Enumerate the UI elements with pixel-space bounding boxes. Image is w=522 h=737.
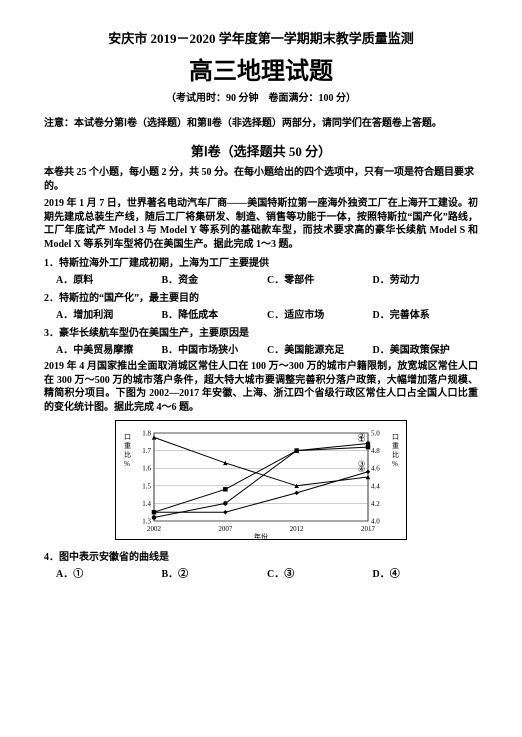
q2-opt-c: C．适应市场 bbox=[267, 306, 373, 321]
svg-text:4.4: 4.4 bbox=[371, 482, 380, 490]
section-1-instructions: 本卷共 25 个小题，每小题 2 分，共 50 分。在每小题给出的四个选项中，只… bbox=[44, 166, 478, 193]
q1-options: A．原料 B．资金 C．零部件 D．劳动力 bbox=[44, 271, 478, 286]
exam-page: 安庆市 2019－2020 学年度第一学期期末教学质量监测 高三地理试题 （考试… bbox=[0, 0, 522, 737]
chart-svg: 1.81.71.61.51.41.35.04.84.64.44.24.02002… bbox=[116, 421, 406, 539]
q4-opt-a: A．① bbox=[56, 565, 162, 580]
svg-text:②: ② bbox=[358, 432, 365, 441]
svg-text:年份: 年份 bbox=[254, 532, 268, 539]
svg-text:1.8: 1.8 bbox=[142, 430, 151, 438]
svg-text:%: % bbox=[392, 460, 398, 468]
svg-text:4.6: 4.6 bbox=[371, 465, 380, 473]
svg-text:1.7: 1.7 bbox=[142, 447, 151, 455]
q4-opt-c: C．③ bbox=[267, 565, 373, 580]
q3-options: A．中美贸易摩擦 B．中国市场狭小 C．美国能源充足 D．美国政策保护 bbox=[44, 341, 478, 356]
svg-text:%: % bbox=[124, 460, 130, 468]
q2-options: A．增加利润 B．降低成本 C．适应市场 D．完善体系 bbox=[44, 306, 478, 321]
svg-text:口: 口 bbox=[124, 433, 131, 441]
exam-title: 高三地理试题 bbox=[44, 51, 478, 86]
q2-stem: 2．特斯拉的“国产化”，最主要目的 bbox=[44, 289, 478, 304]
svg-text:口: 口 bbox=[392, 433, 399, 441]
svg-text:2007: 2007 bbox=[218, 525, 233, 533]
chart-container: 1.81.71.61.51.41.35.04.84.64.44.24.02002… bbox=[44, 420, 478, 545]
svg-text:5.0: 5.0 bbox=[371, 430, 380, 438]
svg-text:比: 比 bbox=[392, 450, 399, 459]
section-1-heading: 第Ⅰ卷（选择题共 50 分） bbox=[44, 141, 478, 160]
q4-options: A．① B．② C．③ D．④ bbox=[44, 565, 478, 580]
q3-opt-c: C．美国能源充足 bbox=[267, 341, 373, 356]
q1-opt-c: C．零部件 bbox=[267, 271, 373, 286]
svg-text:重: 重 bbox=[392, 442, 399, 450]
q3-opt-b: B．中国市场狭小 bbox=[162, 341, 268, 356]
q1-stem: 1．特斯拉海外工厂建成初期，上海为工厂主要提供 bbox=[44, 254, 478, 269]
q1-opt-a: A．原料 bbox=[56, 271, 162, 286]
svg-text:1.6: 1.6 bbox=[142, 465, 151, 473]
svg-text:2012: 2012 bbox=[290, 525, 305, 533]
notice-line: 注意：本试卷分第Ⅰ卷（选择题）和第Ⅱ卷（非选择题）两部分，请同学们在答题卷上答题… bbox=[44, 114, 478, 129]
q3-opt-d: D．美国政策保护 bbox=[373, 341, 479, 356]
q2-opt-d: D．完善体系 bbox=[373, 306, 479, 321]
svg-text:4.2: 4.2 bbox=[371, 500, 380, 508]
passage-1: 2019 年 1 月 7 日，世界著名电动汽车厂商——美国特斯拉第一座海外独资工… bbox=[44, 197, 478, 251]
svg-text:比: 比 bbox=[124, 450, 131, 459]
q4-opt-d: D．④ bbox=[373, 565, 479, 580]
q4-stem: 4．图中表示安徽省的曲线是 bbox=[44, 548, 478, 563]
population-chart: 1.81.71.61.51.41.35.04.84.64.44.24.02002… bbox=[115, 420, 407, 540]
q3-opt-a: A．中美贸易摩擦 bbox=[56, 341, 162, 356]
svg-text:1.5: 1.5 bbox=[142, 482, 151, 490]
svg-text:4.8: 4.8 bbox=[371, 447, 380, 455]
q2-opt-b: B．降低成本 bbox=[162, 306, 268, 321]
school-year-line: 安庆市 2019－2020 学年度第一学期期末教学质量监测 bbox=[44, 28, 478, 47]
svg-text:2017: 2017 bbox=[361, 525, 376, 533]
q1-opt-b: B．资金 bbox=[162, 271, 268, 286]
q2-opt-a: A．增加利润 bbox=[56, 306, 162, 321]
svg-text:1.4: 1.4 bbox=[142, 500, 151, 508]
svg-text:④: ④ bbox=[358, 465, 365, 474]
q1-opt-d: D．劳动力 bbox=[373, 271, 479, 286]
svg-text:重: 重 bbox=[124, 442, 131, 450]
exam-timing: （考试用时：90 分钟 卷面满分：100 分） bbox=[44, 89, 478, 104]
q3-stem: 3．豪华长续航车型仍在美国生产，主要原因是 bbox=[44, 324, 478, 339]
q4-opt-b: B．② bbox=[162, 565, 268, 580]
svg-text:2002: 2002 bbox=[147, 525, 162, 533]
passage-2: 2019 年 4 月国家推出全面取消城区常住人口在 100 万～300 万的城市… bbox=[44, 360, 478, 414]
